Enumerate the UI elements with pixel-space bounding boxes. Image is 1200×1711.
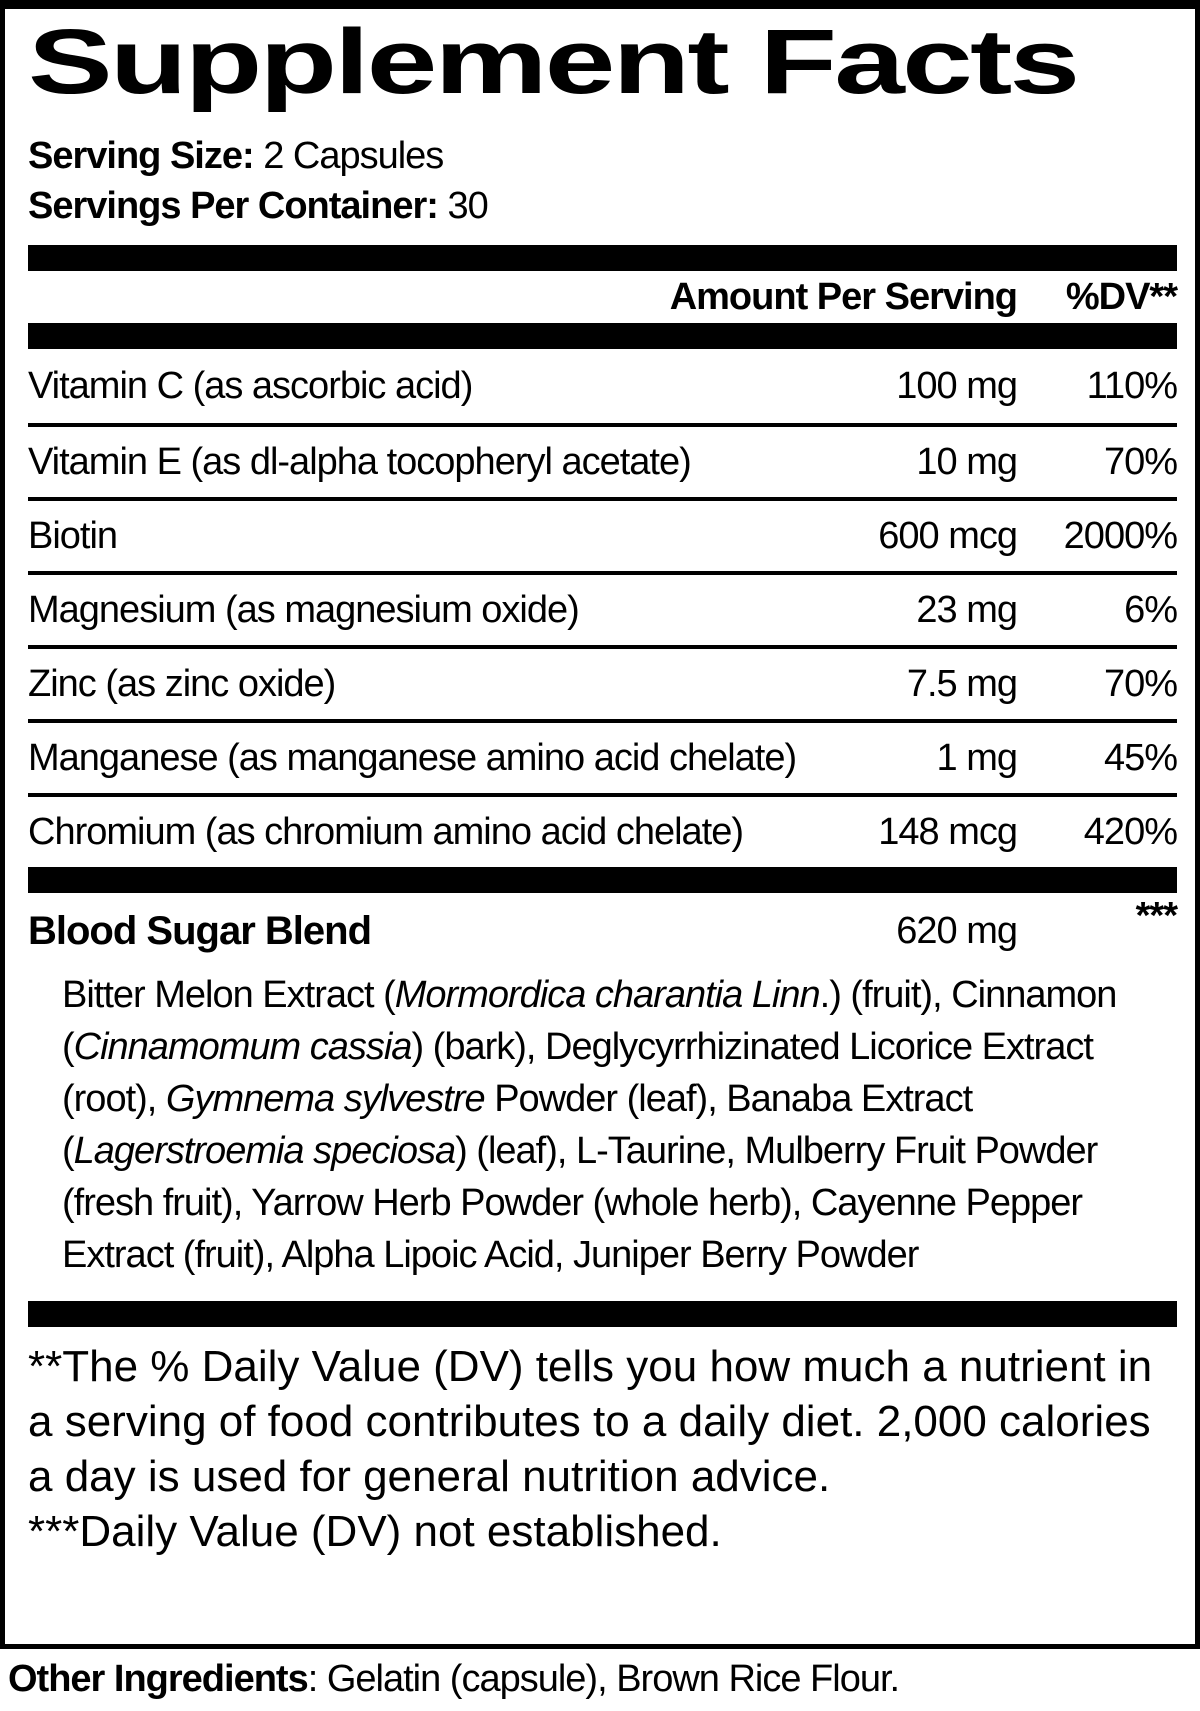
blend-header-row: Blood Sugar Blend 620 mg ***: [28, 893, 1178, 969]
nutrient-amount: 23 mg: [916, 588, 1018, 631]
nutrient-amount: 600 mcg: [878, 514, 1018, 557]
nutrient-amount: 10 mg: [916, 440, 1018, 483]
servings-per-container-label: Servings Per Container:: [28, 185, 439, 227]
nutrient-amount: 7.5 mg: [906, 662, 1018, 705]
nutrient-dv: 45%: [1103, 736, 1178, 779]
nutrient-name: Zinc (as zinc oxide): [28, 662, 336, 705]
nutrient-dv: 110%: [1086, 364, 1178, 407]
nutrient-name: Biotin: [28, 514, 118, 557]
not-established-footnote: ***Daily Value (DV) not established.: [28, 1507, 722, 1556]
nutrient-dv: 70%: [1103, 440, 1178, 483]
daily-value-footnote: **The % Daily Value (DV) tells you how m…: [28, 1342, 1153, 1501]
servings-per-container-line: Servings Per Container: 30: [28, 181, 1177, 231]
table-row: Zinc (as zinc oxide) 7.5 mg 70%: [28, 645, 1178, 719]
blend-amount: 620 mg: [896, 909, 1018, 952]
supplement-facts-panel: Supplement Facts Serving Size: 2 Capsule…: [0, 0, 1200, 1649]
nutrient-dv: 6%: [1124, 588, 1178, 631]
nutrient-name: Vitamin C (as ascorbic acid): [28, 364, 473, 407]
panel-title: Supplement Facts: [28, 11, 1080, 113]
nutrient-amount: 148 mcg: [878, 810, 1018, 853]
other-ingredients-line: Other Ingredients: Gelatin (capsule), Br…: [0, 1658, 1200, 1701]
other-ingredients-label: Other Ingredients: [8, 1658, 309, 1700]
table-row: Biotin 600 mcg 2000%: [28, 497, 1178, 571]
nutrient-name: Magnesium (as magnesium oxide): [28, 588, 580, 631]
separator-bar-header: [28, 323, 1177, 349]
serving-size-line: Serving Size: 2 Capsules: [28, 131, 1177, 181]
other-ingredients-value: : Gelatin (capsule), Brown Rice Flour.: [307, 1658, 900, 1700]
dv-header: %DV**: [1065, 275, 1178, 318]
table-header-row: Amount Per Serving %DV**: [28, 271, 1178, 323]
nutrient-rows: Vitamin C (as ascorbic acid) 100 mg 110%…: [28, 349, 1178, 867]
serving-size-value: 2 Capsules: [253, 135, 444, 177]
separator-bar-top: [28, 245, 1177, 271]
table-row: Magnesium (as magnesium oxide) 23 mg 6%: [28, 571, 1178, 645]
table-row: Manganese (as manganese amino acid chela…: [28, 719, 1178, 793]
nutrient-dv: 70%: [1103, 662, 1178, 705]
table-row: Vitamin C (as ascorbic acid) 100 mg 110%: [28, 349, 1178, 423]
nutrient-amount: 1 mg: [936, 736, 1018, 779]
table-row: Vitamin E (as dl-alpha tocopheryl acetat…: [28, 423, 1178, 497]
nutrient-dv: 2000%: [1063, 514, 1178, 557]
panel-content: Supplement Facts Serving Size: 2 Capsule…: [5, 11, 1195, 1650]
serving-info: Serving Size: 2 Capsules Servings Per Co…: [28, 131, 1177, 231]
blend-dv: ***: [1135, 895, 1178, 937]
nutrient-name: Manganese (as manganese amino acid chela…: [28, 736, 797, 779]
title-wrap: Supplement Facts: [28, 11, 1177, 117]
separator-bar-blend: [28, 867, 1177, 893]
blend-name: Blood Sugar Blend: [28, 908, 372, 953]
servings-per-container-value: 30: [437, 185, 488, 227]
nutrient-name: Vitamin E (as dl-alpha tocopheryl acetat…: [28, 440, 692, 483]
amount-per-serving-header: Amount Per Serving: [669, 275, 1018, 318]
serving-size-label: Serving Size:: [28, 135, 255, 177]
nutrient-amount: 100 mg: [896, 364, 1018, 407]
nutrient-name: Chromium (as chromium amino acid chelate…: [28, 810, 744, 853]
nutrient-dv: 420%: [1083, 810, 1178, 853]
separator-bar-footnote: [28, 1301, 1177, 1327]
blend-description: Bitter Melon Extract (Mormordica charant…: [62, 974, 1117, 1276]
footnotes: **The % Daily Value (DV) tells you how m…: [28, 1339, 1177, 1559]
table-row: Chromium (as chromium amino acid chelate…: [28, 793, 1178, 867]
